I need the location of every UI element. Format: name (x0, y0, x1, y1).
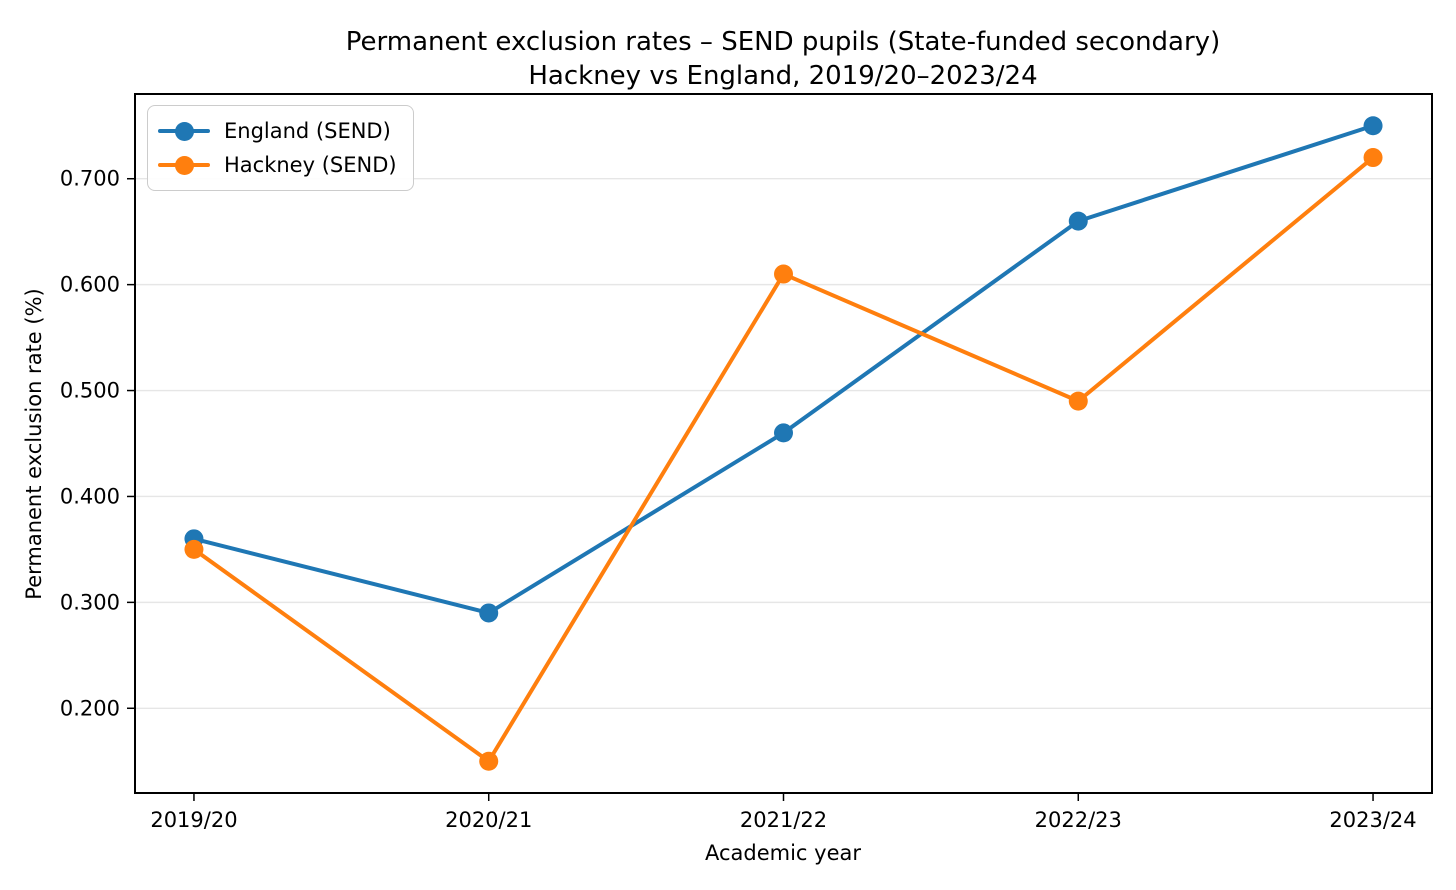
x-tick-label: 2021/22 (740, 808, 827, 832)
data-point (1363, 148, 1383, 168)
chart-title-line2: Hackney vs England, 2019/20–2023/24 (528, 60, 1038, 91)
y-tick-label: 0.200 (60, 696, 120, 720)
data-point (184, 539, 204, 559)
y-tick-label: 0.300 (60, 590, 120, 614)
data-point (1068, 391, 1088, 411)
data-point (774, 423, 793, 443)
y-tick-label: 0.400 (60, 484, 120, 508)
data-point (479, 751, 499, 771)
data-point (1363, 116, 1383, 136)
legend-marker-hackney-icon (158, 155, 210, 175)
x-axis-label: Academic year (704, 841, 862, 865)
data-point (1068, 211, 1088, 231)
y-axis-label: Permanent exclusion rate (%) (22, 288, 46, 600)
legend: England (SEND) Hackney (SEND) (147, 105, 414, 191)
chart-title: Permanent exclusion rates – SEND pupils … (346, 26, 1220, 94)
x-tick-label: 2020/21 (445, 808, 532, 832)
x-tick-label: 2019/20 (150, 808, 237, 832)
y-tick-label: 0.600 (60, 273, 120, 297)
axes-border (134, 93, 1433, 794)
series-line-0 (191, 123, 1376, 615)
chart-title-line1: Permanent exclusion rates – SEND pupils … (345, 27, 1221, 57)
x-tick-label: 2022/23 (1035, 808, 1122, 832)
y-tick-label: 0.500 (60, 379, 120, 403)
legend-item-england: England (SEND) (158, 114, 397, 148)
legend-marker-england-icon (158, 121, 210, 141)
legend-item-hackney: Hackney (SEND) (158, 148, 397, 182)
series-line-1 (191, 155, 1376, 764)
data-point (774, 264, 793, 284)
legend-label-hackney: Hackney (SEND) (224, 153, 397, 177)
legend-label-england: England (SEND) (224, 119, 391, 143)
x-tick-label: 2023/24 (1329, 808, 1416, 832)
y-tick-label: 0.700 (60, 167, 120, 191)
data-point (479, 603, 499, 623)
